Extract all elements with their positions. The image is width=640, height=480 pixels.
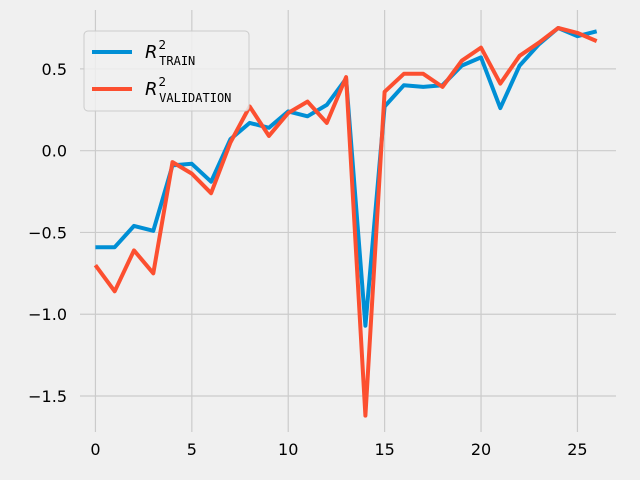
y-tick-label: −1.0 (28, 305, 67, 324)
legend-label-main: R (145, 42, 158, 63)
series-line-validation (93, 26, 598, 418)
x-tick-label: 10 (278, 440, 298, 459)
grid-lines (80, 10, 616, 432)
series-lines (93, 26, 598, 418)
legend-label-subscript: TRAIN (159, 54, 195, 68)
x-tick-label: 0 (90, 440, 100, 459)
y-tick-label: 0.0 (42, 142, 67, 161)
y-tick-label: −1.5 (28, 387, 67, 406)
legend-label-subscript: VALIDATION (159, 91, 231, 105)
y-tick-label: 0.5 (42, 60, 67, 79)
legend-label-superscript: 2 (159, 38, 167, 52)
legend-label-superscript: 2 (159, 75, 167, 89)
x-tick-label: 25 (567, 440, 587, 459)
legend-label: R2 VALIDATION (145, 75, 231, 105)
x-tick-label: 20 (471, 440, 491, 459)
y-axis-tick-labels: −1.5 −1.0 −0.5 0.0 0.5 (28, 60, 67, 406)
x-axis-tick-labels: 0 5 10 15 20 25 (90, 440, 587, 459)
legend-label-main: R (145, 79, 158, 100)
y-tick-label: −0.5 (28, 223, 67, 242)
x-tick-label: 15 (374, 440, 394, 459)
x-tick-label: 5 (187, 440, 197, 459)
legend-label: R2 TRAIN (145, 38, 195, 68)
